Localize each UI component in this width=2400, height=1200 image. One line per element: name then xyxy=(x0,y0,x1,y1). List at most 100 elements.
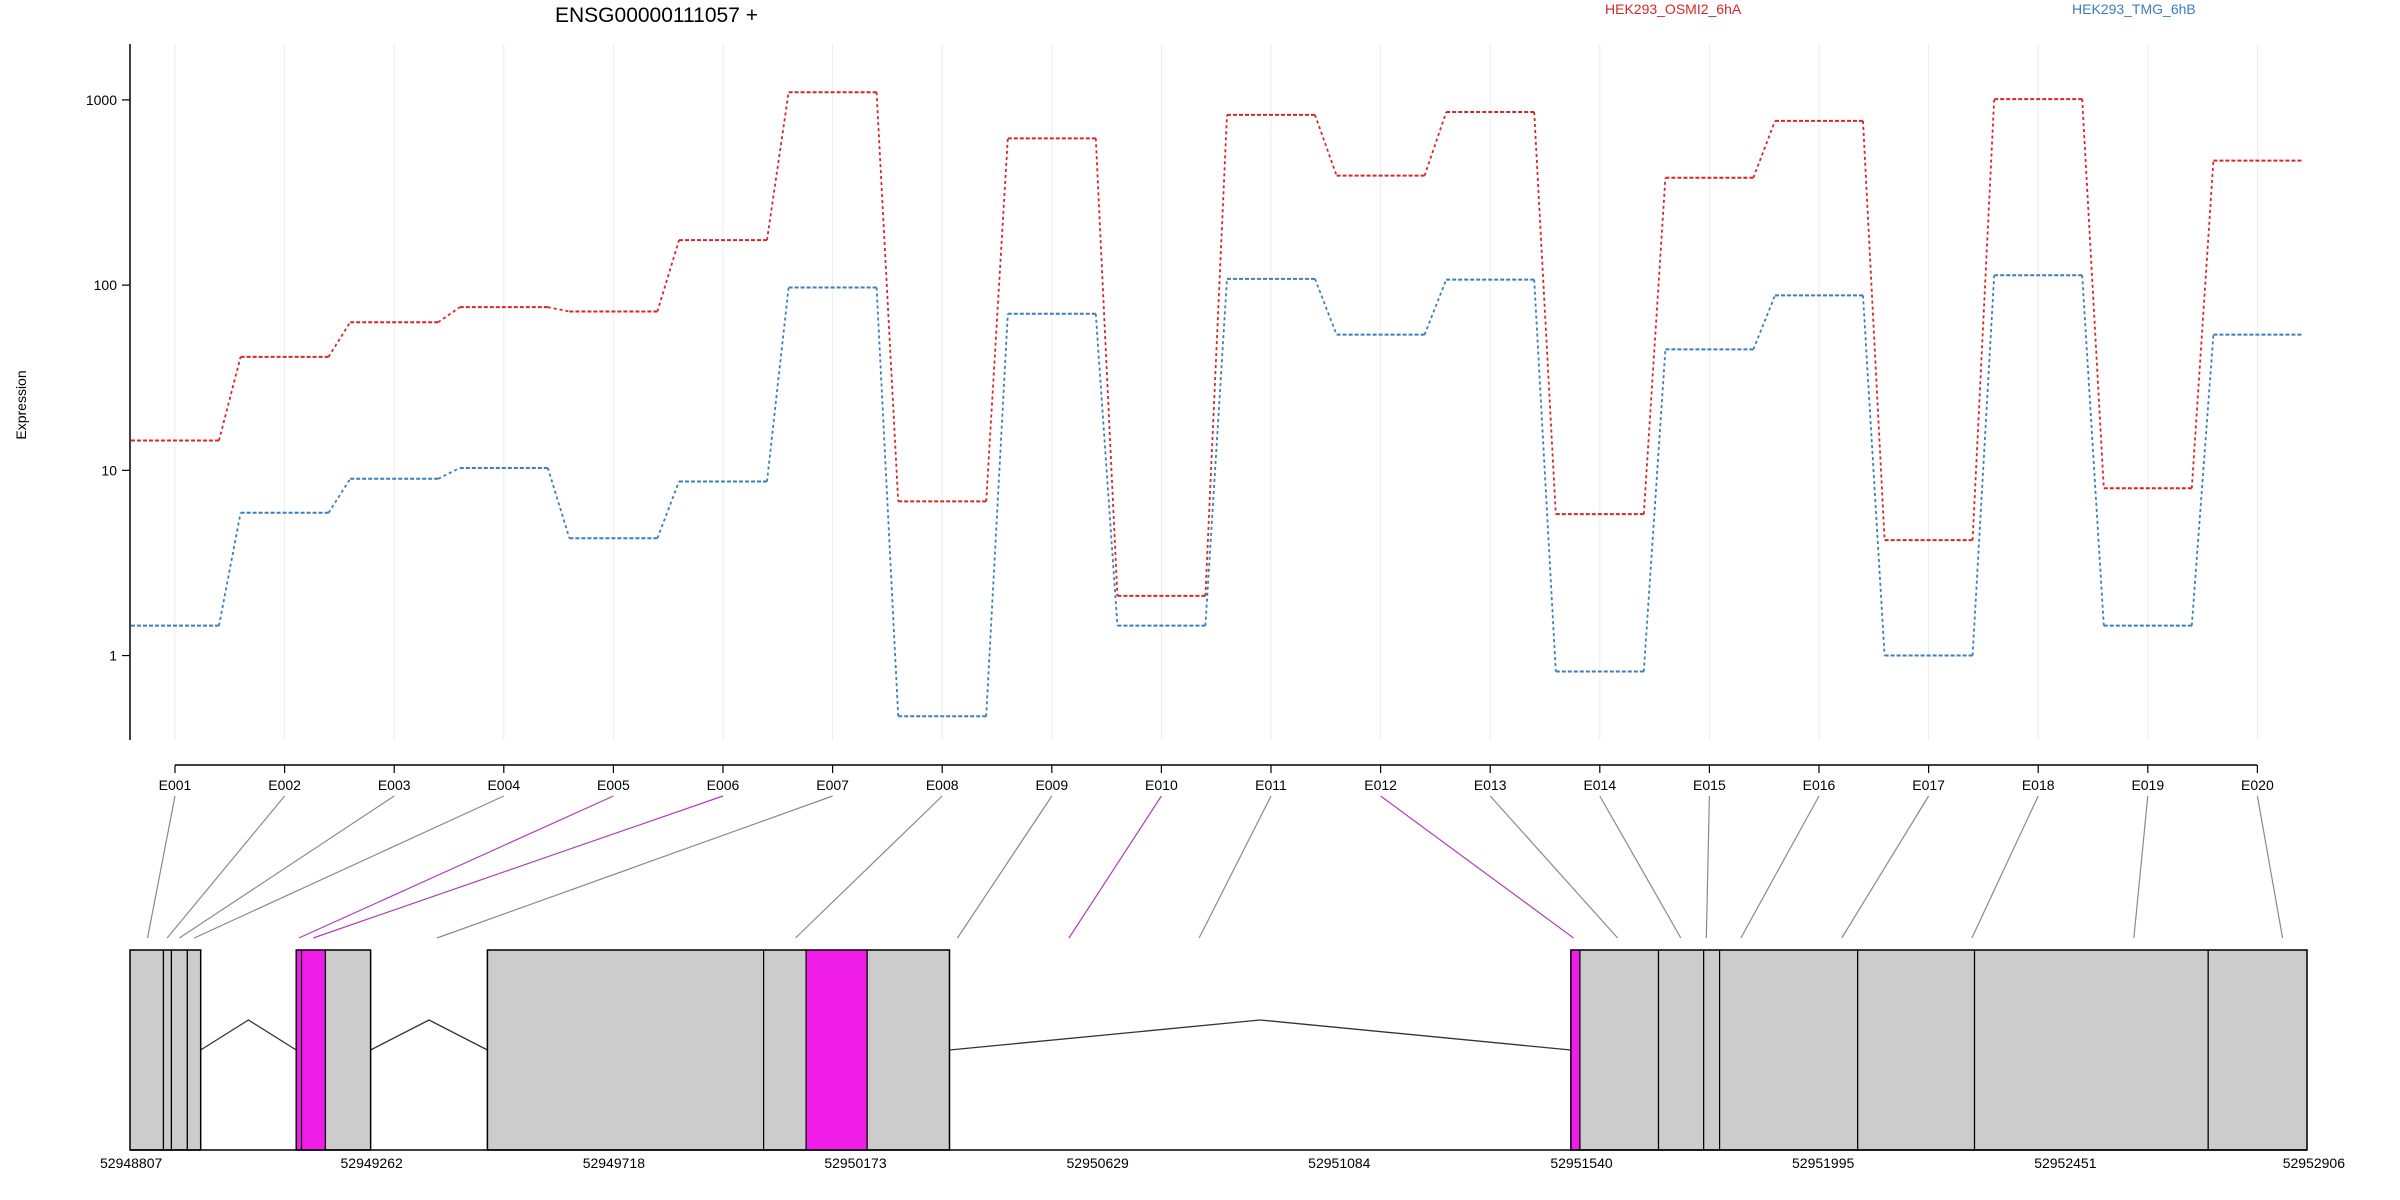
legend-entry-osmi2: HEK293_OSMI2_6hA xyxy=(1605,1,1742,17)
series-tmg-connector xyxy=(1314,278,1338,336)
genomic-coordinate-label: 52949718 xyxy=(583,1155,646,1171)
x-tick-label-e017: E017 xyxy=(1912,777,1945,793)
genomic-coordinate-label: 52950173 xyxy=(824,1155,887,1171)
y-tick-label: 1 xyxy=(109,648,117,664)
x-tick-label-e018: E018 xyxy=(2022,777,2055,793)
intron-line xyxy=(200,1019,297,1051)
connector-e005 xyxy=(298,795,614,939)
series-osmi2-connector xyxy=(1533,111,1557,515)
series-tmg xyxy=(131,274,2302,718)
genomic-coordinate-label: 52952451 xyxy=(2034,1155,2097,1171)
exon-segment xyxy=(1718,949,1859,1151)
exon-segment xyxy=(170,949,188,1151)
series-osmi2-connector xyxy=(875,92,900,502)
connector-e012 xyxy=(1380,795,1574,939)
y-axis-label: Expression xyxy=(13,370,29,439)
connector-e004 xyxy=(194,795,505,939)
connector-e009 xyxy=(956,795,1053,939)
x-tick-label-e002: E002 xyxy=(268,777,301,793)
connector-e016 xyxy=(1740,795,1820,939)
y-tick-label: 1000 xyxy=(86,92,117,108)
series-tmg-connector xyxy=(985,313,1009,717)
connector-e007 xyxy=(436,795,833,939)
x-tick-label-e014: E014 xyxy=(1583,777,1616,793)
x-tick-label-e005: E005 xyxy=(597,777,630,793)
series-tmg-connector xyxy=(1204,278,1228,626)
exon-segment xyxy=(2207,949,2308,1151)
x-tick-label-e016: E016 xyxy=(1803,777,1836,793)
x-tick-label-e009: E009 xyxy=(1035,777,1068,793)
exon-segment xyxy=(129,949,165,1151)
connector-e017 xyxy=(1841,795,1930,939)
x-tick-label-e010: E010 xyxy=(1145,777,1178,793)
x-tick-label-e019: E019 xyxy=(2131,777,2164,793)
exon-segment xyxy=(1703,949,1721,1151)
highlighted-exon-segment xyxy=(1570,949,1581,1151)
series-osmi2-connector xyxy=(437,306,461,324)
connector-e008 xyxy=(795,795,943,939)
series-osmi2-connector xyxy=(985,138,1009,502)
exon-segment xyxy=(186,949,202,1151)
genomic-coordinate-label: 52951084 xyxy=(1308,1155,1371,1171)
connector-e015 xyxy=(1705,795,1710,939)
series-tmg-connector xyxy=(1642,349,1667,672)
series-tmg-connector xyxy=(1423,279,1448,336)
series-tmg-connector xyxy=(1094,313,1119,626)
series-osmi2-connector xyxy=(1642,177,1667,515)
series-tmg-connector xyxy=(1752,295,1776,350)
exon-segment xyxy=(866,949,951,1151)
intron-line xyxy=(949,1019,1571,1051)
series-tmg-connector xyxy=(1533,279,1557,672)
x-tick-label-e004: E004 xyxy=(487,777,520,793)
x-tick-label-e011: E011 xyxy=(1255,777,1287,793)
genomic-coordinate-label: 52949262 xyxy=(341,1155,404,1171)
connector-e010 xyxy=(1068,795,1162,939)
series-osmi2-connector xyxy=(656,239,680,312)
genomic-coordinate-label: 52951540 xyxy=(1550,1155,1613,1171)
series-osmi2-connector xyxy=(218,356,242,441)
exon-segment xyxy=(1857,949,1976,1151)
x-tick-label-e007: E007 xyxy=(816,777,849,793)
series-tmg-connector xyxy=(2190,334,2215,626)
series-osmi2-connector xyxy=(1971,99,1996,541)
exon-connector-lines xyxy=(146,795,2284,939)
y-tick-label: 10 xyxy=(101,462,117,478)
connector-e006 xyxy=(313,795,724,939)
series-osmi2-connector xyxy=(1094,138,1119,596)
x-tick-label-e013: E013 xyxy=(1474,777,1507,793)
series-tmg-connector xyxy=(875,287,900,717)
x-tick-label-e003: E003 xyxy=(378,777,411,793)
series-osmi2-connector xyxy=(1314,114,1338,176)
legend-entry-tmg: HEK293_TMG_6hB xyxy=(2072,1,2196,17)
vertical-grid-lines xyxy=(174,44,2258,740)
x-tick-label-e012: E012 xyxy=(1364,777,1397,793)
exon-segment xyxy=(1657,949,1705,1151)
series-osmi2-connector xyxy=(2190,160,2215,489)
series-tmg-connector xyxy=(437,467,461,480)
series-osmi2 xyxy=(131,91,2302,597)
x-tick-label-e006: E006 xyxy=(707,777,740,793)
connector-e011 xyxy=(1198,795,1272,939)
x-tick-label-e008: E008 xyxy=(926,777,959,793)
series-tmg-connector xyxy=(2081,275,2105,626)
series-tmg-connector xyxy=(218,512,242,626)
x-tick-label-e001: E001 xyxy=(159,777,192,793)
y-tick-label: 100 xyxy=(94,277,118,293)
series-tmg-connector xyxy=(656,481,680,539)
connector-e001 xyxy=(146,795,176,939)
connector-e014 xyxy=(1599,795,1682,939)
genomic-coordinate-label: 52950629 xyxy=(1067,1155,1130,1171)
intron-line xyxy=(370,1019,488,1051)
genomic-coordinate-label: 52952906 xyxy=(2283,1155,2346,1171)
series-osmi2-connector xyxy=(1204,114,1228,596)
x-tick-label-e015: E015 xyxy=(1693,777,1726,793)
highlighted-exon-segment xyxy=(300,949,327,1151)
connector-e020 xyxy=(2256,795,2284,939)
series-tmg-connector xyxy=(327,478,351,514)
connector-e003 xyxy=(179,795,395,939)
highlighted-exon-segment xyxy=(295,949,303,1151)
gene-model-track xyxy=(129,949,2308,1151)
exon-segment xyxy=(162,949,173,1151)
exon-segment xyxy=(324,949,372,1151)
series-osmi2-connector xyxy=(1423,111,1448,176)
